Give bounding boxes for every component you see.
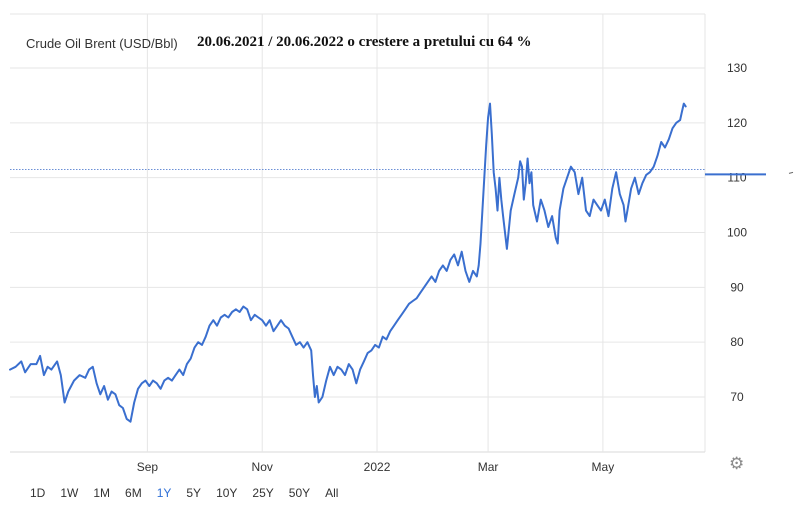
y-tick-label: 70	[730, 390, 744, 404]
x-tick-label: 2022	[364, 460, 391, 474]
x-tick-label: May	[592, 460, 615, 474]
y-tick-label: 130	[727, 61, 747, 75]
range-button-6m[interactable]: 6M	[125, 486, 142, 500]
x-tick-label: Sep	[137, 460, 159, 474]
range-button-50y[interactable]: 50Y	[288, 486, 311, 500]
x-tick-label: Mar	[478, 460, 499, 474]
chart-source-label: Crude Oil Brent (USD/Bbl)	[26, 36, 178, 51]
range-button-1d[interactable]: 1D	[30, 486, 46, 500]
range-button-all[interactable]: All	[325, 486, 339, 500]
gear-icon[interactable]: ⚙	[729, 454, 745, 474]
series-line-brent	[9, 102, 687, 423]
y-tick-label: 110	[727, 171, 746, 185]
x-axis: Sep Nov 2022 Mar May	[137, 460, 615, 474]
time-range-selector: 1D 1W 1M 6M 1Y 5Y 10Y 25Y 50Y All	[22, 486, 345, 500]
y-axis: 70 80 90 100 110 120 130	[727, 61, 747, 404]
range-button-1w[interactable]: 1W	[60, 486, 79, 500]
range-button-1y[interactable]: 1Y	[156, 486, 172, 500]
range-button-25y[interactable]: 25Y	[252, 486, 274, 500]
range-button-5y[interactable]: 5Y	[186, 486, 202, 500]
y-tick-label: 100	[727, 226, 747, 240]
y-tick-label: 80	[730, 335, 744, 349]
reference-line-group	[10, 168, 794, 176]
last-value-tick	[788, 171, 794, 174]
y-tick-label: 120	[727, 116, 747, 130]
range-button-10y[interactable]: 10Y	[216, 486, 238, 500]
chart-note-label: 20.06.2021 / 20.06.2022 o crestere a pre…	[197, 34, 532, 50]
grid-lines	[10, 13, 706, 453]
y-tick-label: 90	[730, 280, 744, 294]
x-tick-label: Nov	[252, 460, 273, 474]
series-layer	[9, 102, 687, 423]
range-button-1m[interactable]: 1M	[93, 486, 111, 500]
